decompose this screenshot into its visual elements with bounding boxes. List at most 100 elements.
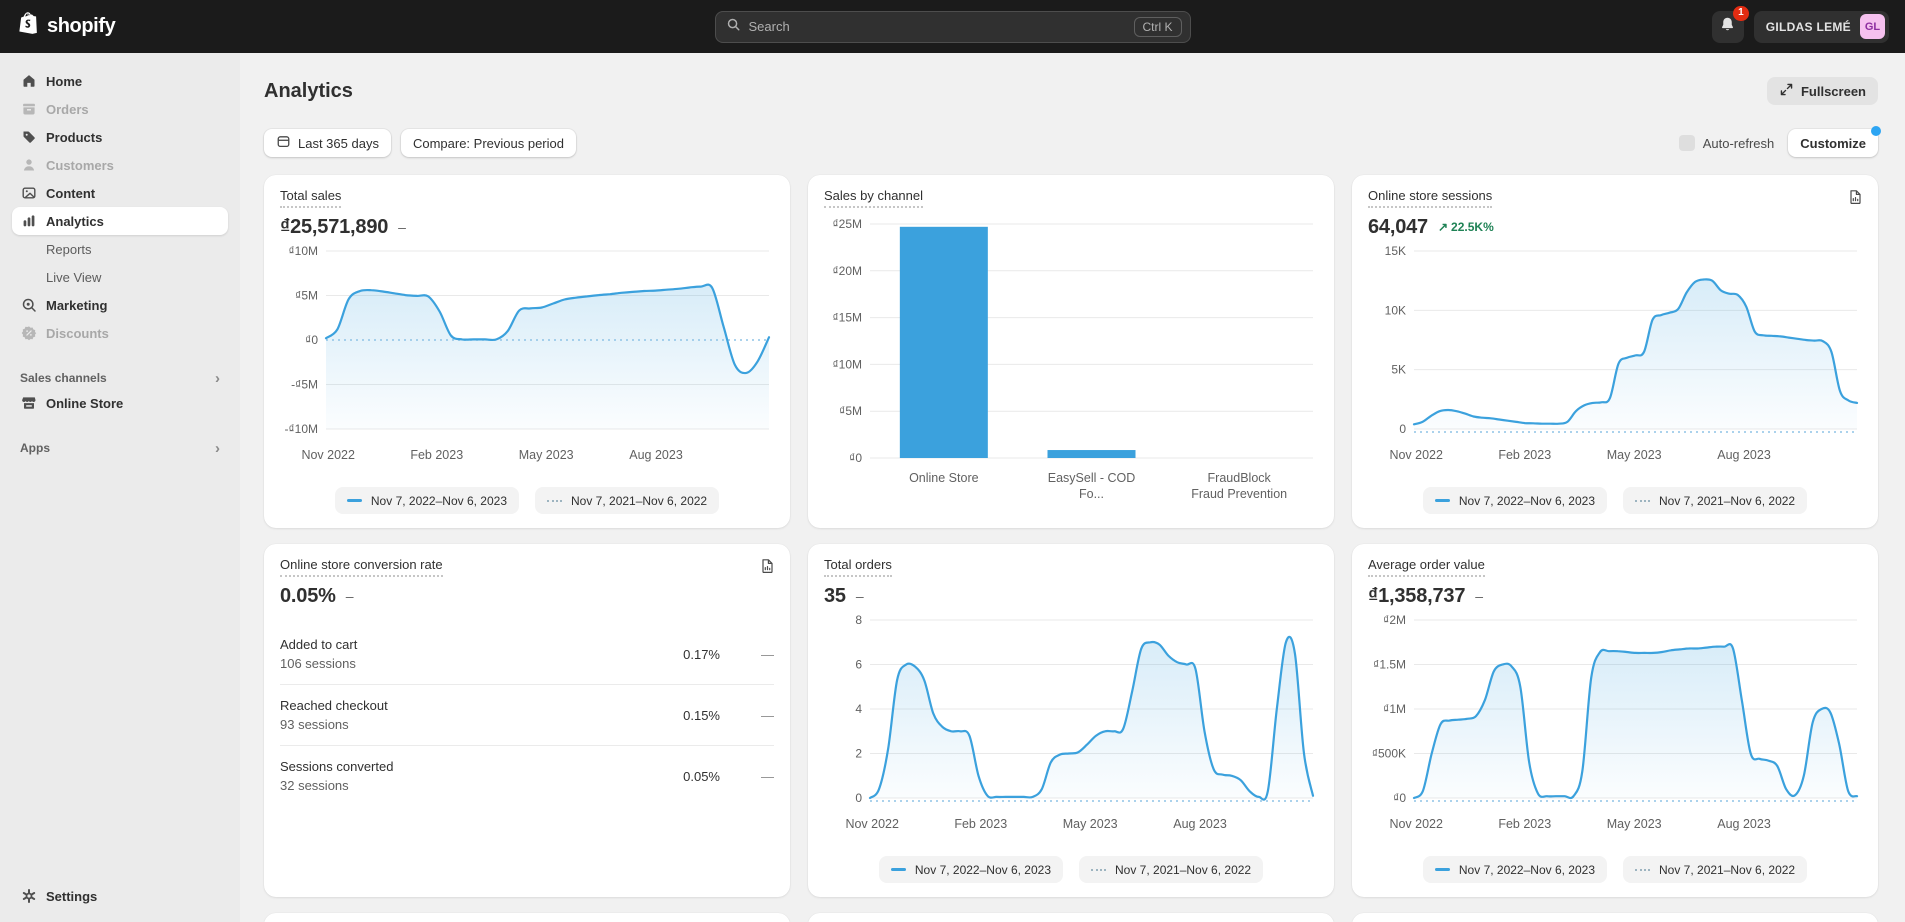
legend-current-period[interactable]: Nov 7, 2022–Nov 6, 2023	[1422, 487, 1607, 514]
svg-text:0: 0	[855, 791, 862, 805]
card-title[interactable]: Sales by channel	[824, 188, 924, 209]
funnel-step-sessions: 93 sessions	[280, 717, 349, 733]
discounts-icon	[20, 325, 37, 341]
legend-current-period[interactable]: Nov 7, 2022–Nov 6, 2023	[878, 856, 1063, 883]
sidebar-bottom: Settings	[12, 882, 228, 910]
date-range-button[interactable]: Last 365 days	[264, 129, 391, 157]
conversion-funnel-rows: Added to cart 106 sessions 0.17% — Reached c…	[280, 624, 774, 806]
aov-chart: ₫2M ₫1.5M ₫1M ₫500K ₫0 Nov 2022 Feb 2023 May 20…	[1368, 610, 1862, 835]
cards-grid: Total sales ₫25,571,890 – ₫10M ₫5M ₫0 -₫5M -…	[264, 175, 1878, 922]
report-export-icon[interactable]	[758, 556, 777, 579]
card-partial	[1352, 913, 1878, 922]
sidebar-item-settings[interactable]: Settings	[12, 882, 228, 910]
svg-text:May 2023: May 2023	[1063, 817, 1118, 831]
svg-text:6: 6	[855, 658, 862, 672]
card-online-store-sessions: Online store sessions 64,047 ↗ 22.5K% 15K…	[1352, 175, 1878, 528]
compare-button[interactable]: Compare: Previous period	[400, 129, 576, 157]
sidebar-item-label: Orders	[46, 101, 89, 117]
dotted-line-swatch-icon	[1635, 868, 1650, 871]
svg-text:Feb 2023: Feb 2023	[954, 817, 1007, 831]
main-content: Analytics Fullscreen Last 365 days Compa…	[240, 53, 1905, 922]
fullscreen-button[interactable]: Fullscreen	[1766, 77, 1878, 105]
sidebar-item-label: Products	[46, 129, 103, 145]
sidebar-item-discounts[interactable]: Discounts	[12, 319, 228, 347]
content-icon	[20, 185, 37, 201]
sessions-chart: 15K 10K 5K 0 Nov 2022 Feb 2023 May 2023 Aug 202…	[1368, 241, 1862, 466]
sidebar-item-content[interactable]: Content	[12, 179, 228, 207]
user-menu-button[interactable]: GILDAS LEMÉ GL	[1753, 10, 1889, 43]
sidebar-item-home[interactable]: Home	[12, 67, 228, 95]
sidebar: Home Orders Products Customers Content Analyt…	[0, 53, 240, 922]
sidebar-item-analytics[interactable]: Analytics	[12, 207, 228, 235]
card-title[interactable]: Online store conversion rate	[280, 557, 443, 578]
legend-previous-period[interactable]: Nov 7, 2021–Nov 6, 2022	[1079, 856, 1264, 883]
sidebar-section-sales-channels[interactable]: Sales channels ›	[12, 367, 228, 389]
metric-change-placeholder: –	[855, 588, 864, 605]
svg-text:₫20M: ₫20M	[832, 264, 862, 278]
svg-text:₫15M: ₫15M	[832, 311, 862, 325]
svg-text:Aug 2023: Aug 2023	[1173, 817, 1227, 831]
marketing-icon	[20, 297, 37, 313]
svg-text:10K: 10K	[1385, 304, 1406, 318]
sidebar-item-label: Settings	[46, 888, 98, 904]
page-title: Analytics	[264, 79, 353, 102]
funnel-step-change-placeholder: —	[761, 646, 774, 662]
shopify-logo[interactable]: shopify	[16, 11, 116, 43]
customize-button[interactable]: Customize	[1788, 126, 1881, 157]
notifications-button[interactable]: 1	[1711, 5, 1749, 43]
sidebar-item-reports[interactable]: Reports	[12, 235, 228, 263]
metric-value: 64,047	[1368, 215, 1428, 238]
auto-refresh-label: Auto-refresh	[1702, 135, 1775, 151]
date-range-label: Last 365 days	[298, 135, 379, 151]
metric-value: 35	[824, 584, 846, 607]
svg-text:2: 2	[855, 747, 862, 761]
analytics-icon	[20, 213, 37, 229]
svg-text:₫0: ₫0	[849, 451, 862, 465]
card-average-order-value: Average order value ₫1,358,737 – ₫2M ₫1.5…	[1352, 544, 1878, 897]
sidebar-item-marketing[interactable]: Marketing	[12, 291, 228, 319]
auto-refresh-toggle[interactable]: Auto-refresh	[1678, 135, 1775, 151]
funnel-row-added-to-cart: Added to cart 106 sessions 0.17% —	[280, 624, 774, 684]
sidebar-item-label: Online Store	[46, 395, 124, 411]
total-sales-chart: ₫10M ₫5M ₫0 -₫5M -₫10M Nov 2022 Feb 2023 May 20…	[280, 241, 774, 466]
solid-line-swatch-icon	[1434, 868, 1450, 871]
legend-current-period[interactable]: Nov 7, 2022–Nov 6, 2023	[1422, 856, 1607, 883]
svg-text:-₫10M: -₫10M	[285, 422, 319, 436]
legend-previous-period[interactable]: Nov 7, 2021–Nov 6, 2022	[1623, 856, 1808, 883]
card-title[interactable]: Online store sessions	[1368, 188, 1493, 209]
legend-current-period[interactable]: Nov 7, 2022–Nov 6, 2023	[334, 487, 519, 514]
svg-text:Nov 2022: Nov 2022	[845, 817, 899, 831]
sidebar-item-online-store[interactable]: Online Store	[12, 389, 228, 417]
svg-text:Feb 2023: Feb 2023	[410, 448, 463, 462]
svg-text:₫5M: ₫5M	[839, 404, 862, 418]
card-title[interactable]: Total sales	[280, 188, 342, 209]
report-export-icon[interactable]	[1846, 187, 1865, 210]
sidebar-item-live-view[interactable]: Live View	[12, 263, 228, 291]
legend-label: Nov 7, 2021–Nov 6, 2022	[571, 493, 708, 508]
svg-text:Online Store: Online Store	[909, 471, 979, 485]
legend-previous-period[interactable]: Nov 7, 2021–Nov 6, 2022	[1623, 487, 1808, 514]
search-input[interactable]: Search Ctrl K	[714, 10, 1191, 43]
card-title[interactable]: Total orders	[824, 557, 892, 578]
solid-line-swatch-icon	[346, 499, 362, 502]
search-placeholder: Search	[748, 19, 790, 34]
chevron-right-icon: ›	[215, 369, 220, 387]
metric-value: ₫25,571,890	[280, 215, 389, 238]
card-title[interactable]: Average order value	[1368, 557, 1485, 578]
sidebar-section-label: Sales channels	[20, 371, 107, 385]
sidebar-item-products[interactable]: Products	[12, 123, 228, 151]
svg-text:Fraud Prevention: Fraud Prevention	[1191, 487, 1287, 501]
sidebar-section-apps[interactable]: Apps ›	[12, 437, 228, 459]
search-shortcut: Ctrl K	[1133, 16, 1182, 37]
legend-previous-period[interactable]: Nov 7, 2021–Nov 6, 2022	[535, 487, 720, 514]
svg-text:Aug 2023: Aug 2023	[629, 448, 683, 462]
products-icon	[20, 129, 37, 145]
svg-text:Fo...: Fo...	[1079, 487, 1104, 501]
sidebar-item-customers[interactable]: Customers	[12, 151, 228, 179]
top-bar: shopify Search Ctrl K 1 GILDAS LEMÉ GL	[0, 0, 1905, 53]
compare-label: Compare: Previous period	[412, 135, 564, 151]
auto-refresh-checkbox[interactable]	[1678, 135, 1695, 151]
metric-change-placeholder: –	[345, 588, 354, 605]
sidebar-item-label: Home	[46, 73, 83, 89]
sidebar-item-orders[interactable]: Orders	[12, 95, 228, 123]
